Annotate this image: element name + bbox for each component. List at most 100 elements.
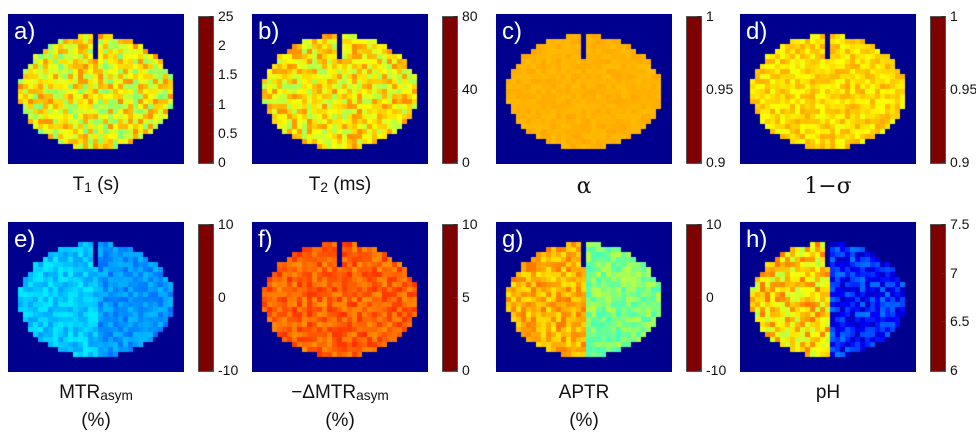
map-image: b): [252, 14, 428, 164]
colorbar-tick-label: 1: [218, 95, 226, 112]
colorbar: [442, 224, 458, 372]
panel-label: g): [502, 226, 524, 253]
colorbar-tick-label: 0.95: [950, 81, 976, 97]
brain-map: [252, 222, 428, 372]
colorbar-tick-mark: [209, 74, 213, 76]
colorbar-tick-label: 10: [462, 216, 478, 232]
colorbar-tick-label: -10: [706, 362, 727, 378]
colorbar: [930, 16, 946, 164]
colorbar-tick-label: 7.5: [950, 216, 970, 232]
panel-caption: T1 (s): [8, 174, 184, 196]
colorbar-tick-mark: [697, 16, 701, 17]
colorbar-tick-mark: [209, 224, 213, 225]
colorbar-tick-mark: [941, 89, 945, 90]
brain-map: [740, 14, 916, 164]
colorbar-tick-mark: [453, 224, 457, 225]
caption-main: 1−σ: [804, 174, 852, 199]
panel-label: f): [258, 226, 273, 253]
panel-label: h): [746, 226, 768, 253]
panel-label: b): [258, 18, 280, 45]
colorbar-tick-label: 0.9: [950, 154, 970, 170]
colorbar-tick-mark: [209, 297, 213, 298]
colorbar-tick-mark: [453, 297, 457, 298]
panel-label: d): [746, 18, 768, 45]
colorbar-tick-label: 1.5: [218, 66, 238, 83]
colorbar-tick-label: 0: [462, 154, 470, 170]
colorbar-tick-label: 0: [218, 289, 226, 305]
panel-caption: 1−σ: [740, 174, 916, 199]
colorbar-tick-mark: [941, 321, 945, 323]
map-image: h): [740, 222, 916, 372]
colorbar-tick-mark: [209, 45, 213, 47]
panel-caption: MTRasym: [8, 382, 184, 404]
colorbar-tick-mark: [453, 162, 457, 163]
colorbar-tick-label: 0: [706, 289, 714, 305]
colorbar-tick-label: 40: [462, 81, 478, 97]
caption-main: pH: [815, 382, 841, 403]
caption-main: −ΔMTR: [291, 382, 357, 403]
brain-map: [252, 14, 428, 164]
colorbar-tick-mark: [697, 224, 701, 225]
colorbar-tick-label: 7: [950, 264, 958, 281]
caption-unit: (s): [91, 174, 120, 195]
panel-caption: pH: [740, 382, 916, 404]
panel-label: e): [14, 226, 36, 253]
caption-main: T: [72, 174, 85, 195]
colorbar-tick-mark: [209, 132, 213, 134]
colorbar-tick-mark: [941, 162, 945, 163]
colorbar-tick-label: 5: [462, 289, 470, 305]
colorbar: [930, 224, 946, 372]
caption-subscript: asym: [356, 388, 389, 404]
colorbar-tick-mark: [697, 370, 701, 371]
panel-caption: APTR: [496, 382, 672, 404]
colorbar-tick-label: 6.5: [950, 313, 970, 330]
brain-map: [8, 14, 184, 164]
colorbar-tick-label: 25: [218, 8, 234, 24]
colorbar-tick-mark: [209, 370, 213, 371]
colorbar-tick-mark: [453, 89, 457, 90]
caption-main: MTR: [59, 382, 101, 403]
colorbar: [686, 16, 702, 164]
brain-map: [8, 222, 184, 372]
caption-subscript: 2: [320, 180, 328, 196]
brain-map: [496, 14, 672, 164]
panel-caption: α: [496, 174, 672, 199]
colorbar-tick-mark: [209, 162, 213, 163]
colorbar-tick-label: 10: [218, 216, 234, 232]
colorbar: [198, 16, 214, 164]
colorbar-tick-label: 1: [706, 8, 714, 24]
colorbar-tick-mark: [209, 16, 213, 17]
colorbar-tick-mark: [209, 103, 213, 105]
colorbar-tick-label: 10: [706, 216, 722, 232]
colorbar-tick-label: 80: [462, 8, 478, 24]
caption-subscript: 1: [84, 180, 92, 196]
caption-main: α: [576, 174, 592, 199]
colorbar-tick-mark: [453, 16, 457, 17]
panel-unit: (%): [569, 410, 599, 431]
colorbar-tick-label: 2: [218, 37, 226, 54]
colorbar-tick-mark: [453, 370, 457, 371]
caption-main: APTR: [558, 382, 610, 403]
map-image: d): [740, 14, 916, 164]
map-image: a): [8, 14, 184, 164]
colorbar-tick-label: 0.95: [706, 81, 734, 97]
colorbar-tick-mark: [941, 370, 945, 371]
colorbar: [686, 224, 702, 372]
colorbar-tick-mark: [697, 89, 701, 90]
colorbar-tick-mark: [941, 272, 945, 274]
brain-map: [496, 222, 672, 372]
colorbar-tick-mark: [697, 297, 701, 298]
colorbar: [442, 16, 458, 164]
caption-unit: (ms): [327, 174, 372, 195]
panel-label: c): [502, 18, 522, 45]
colorbar-tick-mark: [941, 224, 945, 225]
colorbar-tick-mark: [941, 16, 945, 17]
panel-unit: (%): [325, 410, 355, 431]
map-image: c): [496, 14, 672, 164]
map-image: f): [252, 222, 428, 372]
colorbar-tick-label: 0.9: [706, 154, 726, 170]
caption-subscript: asym: [100, 388, 133, 404]
brain-map: [740, 222, 916, 372]
colorbar-tick-label: -10: [218, 362, 239, 378]
caption-main: T: [308, 174, 321, 195]
